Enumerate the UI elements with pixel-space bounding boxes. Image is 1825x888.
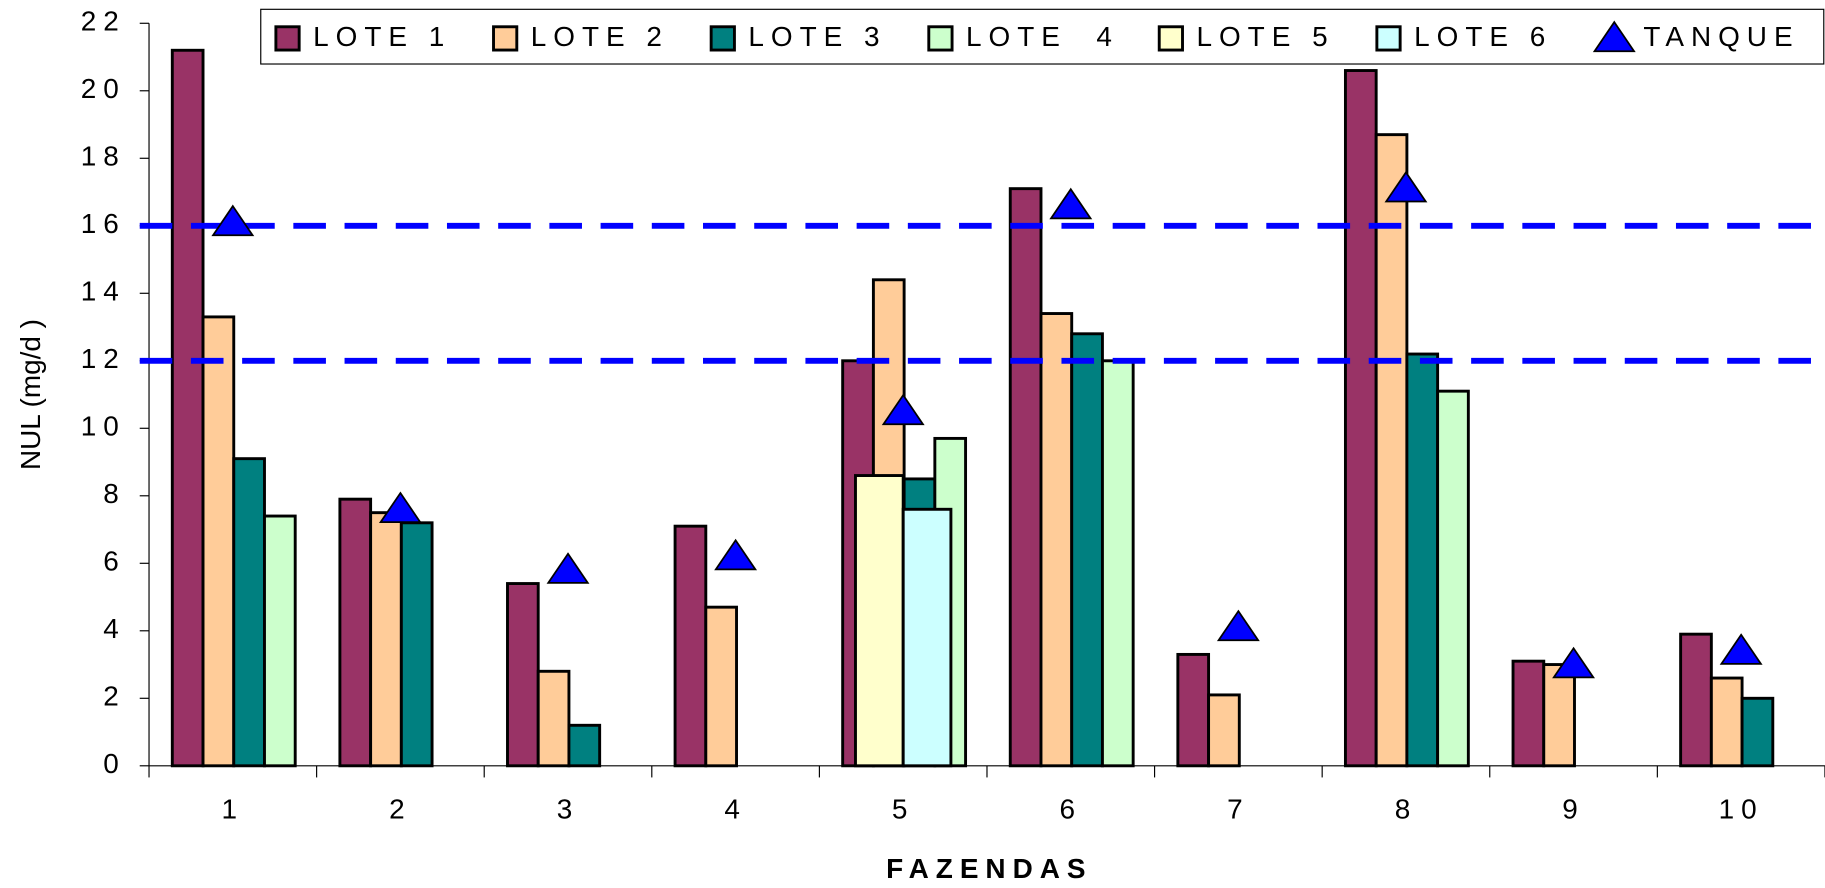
x-tick-label: 8 (1395, 794, 1418, 825)
legend-marker (1592, 20, 1636, 53)
tanque-marker (546, 552, 590, 584)
bar (506, 582, 540, 768)
legend-label: LOTE 6 (1414, 21, 1552, 52)
y-axis-title: NUL (mg/d ) (15, 319, 46, 470)
bar (854, 474, 905, 768)
bar (1740, 696, 1775, 768)
bar (1343, 69, 1378, 768)
y-tick-label: 8 (103, 478, 126, 509)
x-tick-label: 5 (892, 794, 915, 825)
x-tick-label: 1 (222, 794, 245, 825)
bar (1008, 187, 1043, 768)
tanque-marker (1049, 187, 1093, 220)
legend-swatch (927, 25, 954, 52)
tanque-marker (1719, 633, 1763, 665)
legend-label: LOTE 3 (748, 21, 886, 52)
bar (263, 514, 297, 768)
x-tick-label: 4 (724, 794, 747, 825)
y-tick-label: 2 (103, 681, 126, 712)
legend-label: LOTE 2 (531, 21, 669, 52)
bar (901, 507, 953, 768)
legend-label: LOTE 4 (966, 21, 1119, 52)
bar (399, 521, 434, 768)
x-tick-label: 9 (1562, 794, 1585, 825)
y-tick-label: 14 (81, 276, 126, 307)
legend-swatch (492, 25, 519, 52)
tanque-marker (714, 538, 758, 571)
y-tick-label: 0 (103, 748, 126, 779)
bar (673, 524, 708, 768)
legend-box (260, 8, 1825, 65)
bar (704, 605, 738, 768)
y-tick-label: 4 (103, 613, 126, 644)
x-tick-label: 10 (1719, 794, 1764, 825)
tanque-marker (881, 393, 925, 426)
bar (1679, 632, 1713, 768)
legend-label: LOTE 1 (313, 21, 451, 52)
legend-label: LOTE 5 (1196, 21, 1334, 52)
tanque-marker (211, 204, 255, 237)
y-tick-label: 6 (103, 546, 126, 577)
y-tick-label: 16 (81, 208, 126, 239)
bar (1511, 659, 1546, 768)
bar (1709, 676, 1744, 768)
y-tick-label: 18 (81, 141, 126, 172)
bar (338, 497, 373, 768)
y-tick-label: 10 (81, 411, 126, 442)
y-tick-label: 20 (81, 73, 126, 104)
x-tick-label: 7 (1227, 794, 1250, 825)
bar (1039, 312, 1074, 768)
bar (1542, 663, 1576, 768)
legend-swatch (1157, 25, 1184, 52)
tanque-marker (1384, 170, 1428, 203)
legend-swatch (709, 25, 736, 52)
bar (1100, 359, 1135, 768)
legend-swatch (274, 25, 301, 52)
legend-swatch (1375, 25, 1402, 52)
y-tick-label: 22 (81, 6, 126, 37)
legend-label: TANQUE (1643, 21, 1799, 52)
tanque-marker (1552, 646, 1595, 679)
y-tick-label: 12 (81, 343, 126, 374)
bar (1207, 693, 1241, 768)
x-axis-title: FAZENDAS (886, 853, 1092, 884)
bar (1374, 133, 1409, 768)
bar (1405, 352, 1440, 768)
x-tick-label: 3 (557, 794, 580, 825)
bar (536, 669, 571, 768)
bar (1176, 652, 1211, 768)
bar (369, 511, 403, 768)
tanque-marker (378, 491, 422, 523)
bar (1436, 389, 1470, 768)
x-tick-label: 2 (389, 794, 412, 825)
bar (567, 723, 602, 768)
bar (170, 48, 205, 768)
bar (232, 457, 266, 768)
tanque-marker (1216, 609, 1260, 642)
bar (201, 315, 236, 768)
x-tick-label: 6 (1060, 794, 1083, 825)
bar (1070, 332, 1104, 768)
